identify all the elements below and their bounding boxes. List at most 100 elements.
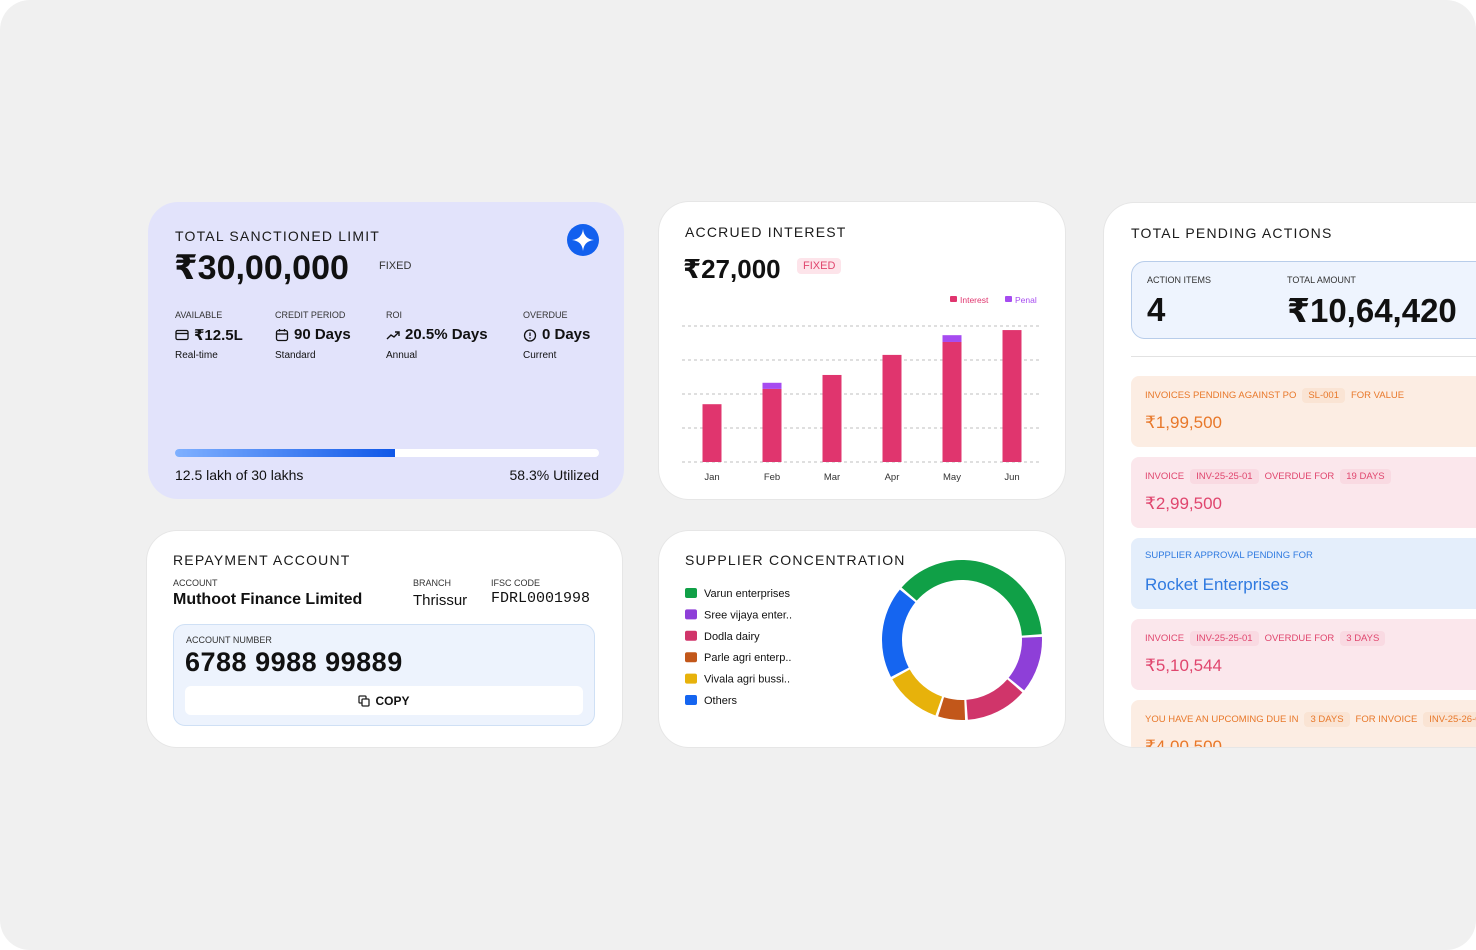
stat-text: ₹12.5L bbox=[194, 327, 243, 344]
amount: ₹27,000 bbox=[683, 254, 781, 284]
item-label: OVERDUE FOR bbox=[1264, 633, 1335, 644]
stat-label: AVAILABLE bbox=[175, 310, 223, 320]
item-label: OVERDUE FOR bbox=[1264, 471, 1335, 482]
legend-label: Varun enterprises bbox=[704, 588, 791, 600]
tag: FIXED bbox=[797, 258, 842, 274]
label: TOTAL AMOUNT bbox=[1287, 275, 1356, 285]
label: IFSC CODE bbox=[491, 578, 541, 588]
supplier-card: SUPPLIER CONCENTRATION Varun enterprises… bbox=[659, 531, 1065, 747]
progress-track bbox=[175, 449, 599, 457]
x-tick-label: Jan bbox=[704, 472, 719, 483]
legend-label: Penal bbox=[1015, 295, 1037, 305]
branch: Thrissur bbox=[413, 592, 468, 609]
bar bbox=[942, 335, 962, 342]
stat-value: ₹12.5L bbox=[175, 326, 243, 344]
donut-chart: Varun enterprises Sree vijaya enter.. Dodl… bbox=[685, 560, 1042, 720]
stat-icon bbox=[275, 328, 289, 341]
stat-icon bbox=[523, 328, 537, 342]
item-amount: ₹5,10,544 bbox=[1145, 656, 1222, 675]
stat-label: OVERDUE bbox=[523, 310, 568, 320]
label: ACCOUNT NUMBER bbox=[186, 635, 272, 645]
legend-swatch bbox=[685, 652, 697, 663]
legend-swatch bbox=[685, 673, 697, 684]
item-text: INVOICES PENDING AGAINST PO SL-001 FOR VAL… bbox=[1145, 388, 1404, 403]
item-tag: 19 DAYS bbox=[1340, 469, 1391, 484]
bar bbox=[762, 388, 782, 462]
label: ACCOUNT bbox=[173, 578, 218, 588]
card-title: REPAYMENT ACCOUNT bbox=[173, 552, 351, 568]
pending-item: YOU HAVE AN UPCOMING DUE IN 3 DAYS FOR INV… bbox=[1131, 700, 1476, 747]
item-text: YOU HAVE AN UPCOMING DUE IN 3 DAYS FOR INV… bbox=[1145, 712, 1476, 727]
stat-sub: Current bbox=[523, 350, 557, 361]
label: BRANCH bbox=[413, 578, 452, 588]
pending-item: INVOICES PENDING AGAINST PO SL-001 FOR VAL… bbox=[1131, 376, 1476, 447]
donut-slice bbox=[892, 669, 943, 716]
legend-swatch bbox=[685, 630, 697, 641]
summary-box: ACTION ITEMS 4 TOTAL AMOUNT ₹10,64,420 bbox=[1131, 261, 1476, 339]
card-title: SUPPLIER CONCENTRATION bbox=[685, 552, 906, 568]
bar bbox=[822, 374, 842, 462]
item-label: YOU HAVE AN UPCOMING DUE IN bbox=[1145, 714, 1299, 725]
stat-label: ROI bbox=[386, 310, 403, 320]
item-text: INVOICE INV-25-25-01 OVERDUE FOR 3 DAYS bbox=[1145, 631, 1386, 646]
stat-value: 20.5% Days bbox=[386, 326, 488, 343]
bar bbox=[702, 404, 722, 462]
bar-chart: Jan Feb Mar Apr May Jun Interest Penal bbox=[682, 295, 1042, 483]
item-amount: ₹4,00,500 bbox=[1145, 737, 1222, 747]
progress-left: 12.5 lakh of 30 lakhs bbox=[175, 467, 304, 483]
item-tag: INV-25-25-01 bbox=[1190, 469, 1259, 484]
donut-slice bbox=[882, 589, 916, 677]
star-icon bbox=[567, 224, 599, 256]
bar bbox=[942, 341, 962, 462]
legend-label: Others bbox=[704, 695, 738, 707]
item-label: FOR INVOICE bbox=[1355, 714, 1418, 725]
stat-text: 90 Days bbox=[294, 326, 351, 343]
donut-slice bbox=[938, 697, 966, 720]
legend-label: Sree vijaya enter.. bbox=[704, 609, 792, 621]
item-text: INVOICE INV-25-25-01 OVERDUE FOR 19 DAYS bbox=[1145, 469, 1391, 484]
item-text: SUPPLIER APPROVAL PENDING FOR bbox=[1145, 550, 1313, 561]
legend-swatch bbox=[685, 695, 697, 705]
legend-label: Interest bbox=[960, 295, 989, 305]
x-tick-label: Apr bbox=[885, 472, 900, 483]
account-number: 6788 9988 99889 bbox=[185, 647, 403, 677]
account-box: ACCOUNT NUMBER 6788 9988 99889 COPY bbox=[173, 624, 595, 726]
stat-icon bbox=[386, 330, 400, 339]
pending-item: INVOICE INV-25-25-01 OVERDUE FOR 3 DAYS ₹5,1… bbox=[1131, 619, 1476, 690]
total: ₹10,64,420 bbox=[1287, 292, 1457, 329]
stat-label: CREDIT PERIOD bbox=[275, 310, 346, 320]
ifsc: FDRL0001998 bbox=[491, 590, 591, 607]
copy-icon bbox=[358, 694, 371, 707]
label: ACTION ITEMS bbox=[1147, 275, 1212, 285]
sanctioned-card: TOTAL SANCTIONED LIMIT ₹30,00,000 FIXED … bbox=[148, 202, 624, 499]
card-title: ACCRUED INTEREST bbox=[685, 224, 847, 240]
stat-value: 90 Days bbox=[275, 326, 351, 343]
bar bbox=[1002, 330, 1022, 462]
stat-value: 0 Days bbox=[523, 326, 590, 343]
card-title: TOTAL PENDING ACTIONS bbox=[1131, 225, 1333, 241]
pending-item: INVOICE INV-25-25-01 OVERDUE FOR 19 DAYS ₹2,… bbox=[1131, 457, 1476, 528]
x-tick-label: May bbox=[943, 472, 961, 483]
legend-swatch bbox=[685, 609, 697, 620]
progress-right: 58.3% Utilized bbox=[509, 467, 600, 483]
item-label: INVOICES PENDING AGAINST PO bbox=[1145, 390, 1297, 401]
account: Muthoot Finance Limited bbox=[173, 591, 363, 608]
item-amount: ₹2,99,500 bbox=[1145, 494, 1222, 513]
stat-sub: Real-time bbox=[175, 350, 218, 361]
item-amount: Rocket Enterprises bbox=[1145, 575, 1289, 594]
x-tick-label: Jun bbox=[1004, 472, 1019, 483]
amount: ₹30,00,000 bbox=[174, 249, 349, 287]
pending-card: TOTAL PENDING ACTIONS ACTION ITEMS 4 TOT… bbox=[1104, 203, 1476, 747]
x-tick-label: Feb bbox=[764, 472, 780, 483]
item-tag: INV-25-25-01 bbox=[1190, 631, 1259, 646]
repayment-card: REPAYMENT ACCOUNT ACCOUNT Muthoot Financ… bbox=[147, 531, 622, 747]
count: 4 bbox=[1147, 291, 1166, 328]
item-label: INVOICE bbox=[1145, 633, 1185, 644]
item-label: INVOICE bbox=[1145, 471, 1185, 482]
donut-slice bbox=[966, 679, 1023, 720]
copy-button[interactable]: COPY bbox=[185, 686, 583, 715]
copy-label: COPY bbox=[375, 693, 410, 708]
stat-text: 20.5% Days bbox=[405, 326, 488, 343]
legend-swatch bbox=[950, 296, 957, 302]
